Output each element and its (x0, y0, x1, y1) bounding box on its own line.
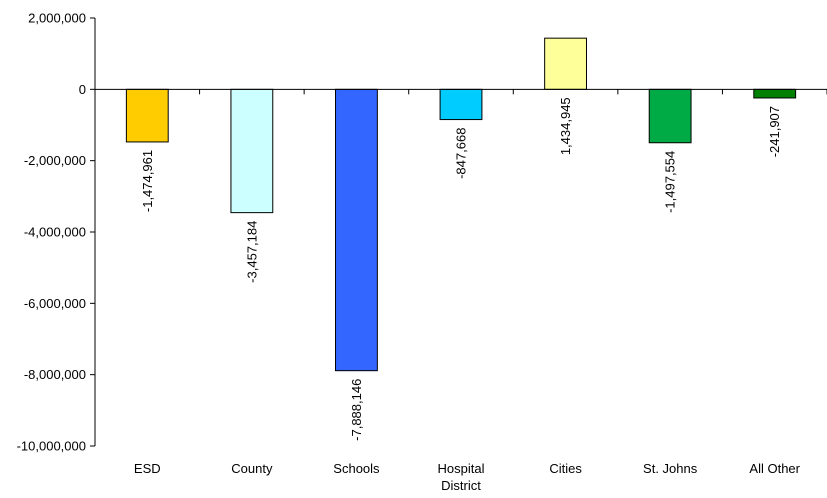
bars (125, 37, 797, 372)
x-tick-label: District (441, 478, 481, 493)
data-label: -1,474,961 (140, 150, 155, 212)
x-tick-label: St. Johns (643, 461, 698, 476)
bar-st-johns (648, 88, 692, 144)
y-tick-label: -6,000,000 (24, 296, 86, 311)
data-label: 1,434,945 (558, 97, 573, 155)
data-label: -7,888,146 (349, 379, 364, 441)
bar-schools (335, 88, 378, 372)
x-tick-label: Schools (333, 461, 380, 476)
data-labels: -1,474,961 -3,457,184 -7,888,146 -847,668 1,… (140, 97, 782, 441)
x-tick-label: ESD (134, 461, 161, 476)
data-label: -241,907 (767, 106, 782, 157)
data-label: -847,668 (454, 128, 469, 179)
bar-hospital-district (439, 88, 483, 121)
y-axis: 2,000,000 0 -2,000,000 -4,000,000 -6,000,000… (17, 11, 96, 454)
data-label: -3,457,184 (244, 221, 259, 283)
x-tick-label: Cities (549, 461, 582, 476)
data-label: -1,497,554 (663, 151, 678, 213)
x-tick-label: County (231, 461, 273, 476)
bar-all-other (753, 88, 797, 99)
x-axis: ESD County Schools Hospital District Cities St… (95, 88, 827, 493)
y-tick-label: -10,000,000 (17, 439, 86, 454)
bar-county (230, 88, 274, 214)
y-tick-label: 2,000,000 (28, 11, 86, 26)
bar-cities (544, 37, 587, 90)
y-tick-label: -2,000,000 (24, 153, 86, 168)
bar-esd (125, 88, 169, 143)
y-tick-label: -4,000,000 (24, 225, 86, 240)
y-tick-label: -8,000,000 (24, 367, 86, 382)
x-tick-label: Hospital (438, 461, 485, 476)
y-tick-label: 0 (79, 82, 86, 97)
x-tick-label: All Other (749, 461, 800, 476)
